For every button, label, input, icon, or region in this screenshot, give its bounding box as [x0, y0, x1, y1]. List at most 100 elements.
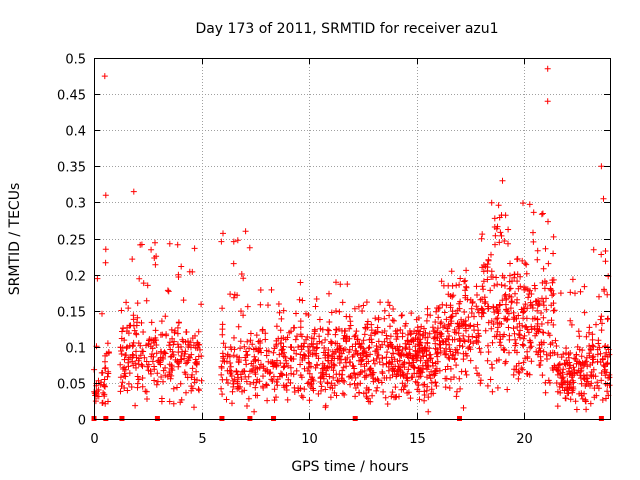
data-point [367, 351, 374, 358]
data-point [333, 308, 339, 314]
data-point [363, 390, 370, 396]
data-point [473, 337, 480, 344]
data-point [280, 307, 287, 314]
data-point [130, 316, 137, 323]
data-point [390, 306, 397, 312]
data-point [477, 377, 484, 384]
data-point [331, 350, 337, 357]
data-point [513, 315, 520, 322]
data-point [501, 331, 508, 338]
data-point [238, 308, 244, 315]
data-point [364, 353, 370, 360]
data-point [430, 335, 437, 342]
data-point [520, 359, 527, 366]
data-point [424, 305, 431, 312]
data-point [135, 376, 142, 383]
data-point [484, 382, 491, 389]
data-point [516, 332, 523, 339]
data-point [277, 370, 284, 377]
data-point [123, 345, 130, 352]
data-point [388, 341, 394, 348]
data-point [153, 350, 160, 357]
grid-lines [94, 58, 610, 419]
data-point [413, 353, 420, 359]
data-point [436, 337, 443, 344]
data-point [297, 279, 304, 286]
data-point [379, 368, 386, 375]
data-point [339, 299, 346, 306]
data-point [97, 381, 104, 388]
data-point [600, 195, 607, 202]
data-point [141, 354, 148, 361]
data-point [125, 380, 132, 387]
data-point [534, 307, 541, 314]
data-point [541, 285, 548, 292]
y-tick-label: 0.15 [57, 306, 86, 321]
data-point [410, 338, 417, 345]
y-tick-labels: 0 0.05 0.1 0.15 0.2 0.25 0.3 0.35 0.4 0.45 0.5 [57, 53, 86, 429]
data-point [264, 397, 271, 404]
data-point [425, 363, 432, 370]
zero-marker [457, 416, 462, 421]
data-point [180, 338, 187, 345]
data-point [556, 361, 563, 367]
data-point [533, 330, 540, 337]
data-point [293, 310, 299, 317]
data-point [520, 342, 527, 349]
data-point [184, 359, 191, 366]
data-point [452, 346, 459, 353]
data-point [506, 278, 513, 285]
data-point [373, 348, 380, 354]
data-point [575, 328, 582, 335]
data-point [543, 295, 549, 302]
y-tick-label: 0.45 [57, 89, 86, 104]
data-point [297, 361, 304, 368]
data-point [453, 282, 460, 289]
data-point [372, 376, 379, 383]
data-point [219, 331, 226, 338]
data-point [484, 276, 491, 283]
data-point [117, 374, 124, 381]
data-point [550, 233, 557, 240]
data-point [237, 383, 243, 390]
data-point [533, 298, 540, 305]
data-point [138, 319, 145, 326]
data-point [541, 278, 548, 285]
data-point [177, 399, 184, 406]
data-point [567, 362, 574, 369]
data-point [606, 351, 613, 358]
data-point [189, 335, 196, 342]
data-point [474, 370, 481, 377]
data-point [446, 333, 453, 339]
data-point [482, 298, 489, 305]
data-point [577, 288, 584, 295]
data-point [493, 274, 500, 281]
data-point [229, 388, 236, 395]
data-point [168, 362, 175, 369]
data-point [162, 350, 169, 357]
data-point [143, 388, 150, 395]
data-point [578, 353, 585, 360]
data-point [521, 286, 528, 293]
data-point [459, 343, 466, 350]
data-point [143, 358, 150, 365]
data-point [278, 315, 285, 322]
data-point [513, 366, 520, 373]
data-point [301, 386, 308, 393]
data-point [584, 363, 591, 370]
data-point [519, 366, 526, 373]
data-point [583, 381, 590, 387]
data-point [377, 299, 384, 306]
data-point [273, 343, 279, 349]
data-point [380, 361, 386, 368]
data-point [181, 351, 188, 357]
data-point [534, 302, 541, 309]
data-point [538, 321, 545, 327]
data-point [596, 293, 602, 300]
data-point [254, 365, 261, 372]
data-point [590, 246, 597, 253]
data-point [241, 343, 248, 350]
data-point [421, 325, 427, 332]
data-point [308, 380, 315, 387]
data-point [274, 357, 280, 364]
